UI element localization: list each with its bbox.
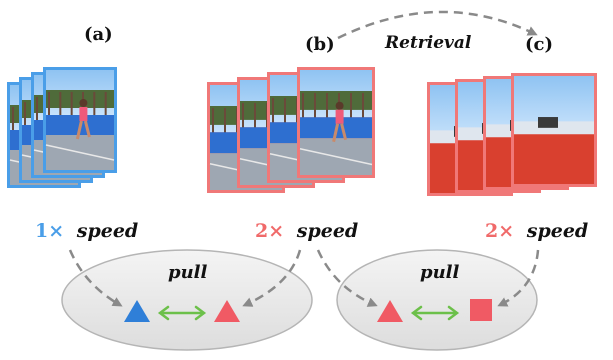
pull-label-1: pull	[168, 262, 208, 283]
retrieval-label: Retrieval	[384, 33, 472, 53]
speed-label-c: 2× speed	[485, 220, 588, 242]
speed-word-a: speed	[76, 220, 138, 242]
speed-multiplier-b: 2×	[255, 220, 284, 242]
video-frame	[511, 73, 597, 187]
speed-word-b: speed	[296, 220, 358, 242]
speed-label-a: 1× speed	[35, 220, 138, 242]
panel-b-label: (b)	[305, 34, 335, 55]
panel-c-label: (c)	[525, 34, 553, 55]
frame-stack-c	[427, 73, 597, 196]
group-2-red-triangle	[377, 300, 403, 322]
group-2-red-square	[470, 299, 492, 321]
arrow-b-to-group-2	[316, 249, 378, 307]
arrow-a-to-group-1	[68, 249, 123, 307]
pull-group-1-ellipse	[61, 249, 313, 351]
arrow-c-to-group-2	[497, 249, 540, 307]
pull-connector-1	[157, 305, 207, 321]
speed-label-b: 2× speed	[255, 220, 358, 242]
pull-label-2: pull	[420, 262, 460, 283]
frame-stack-b	[207, 67, 375, 193]
frame-stack-a	[7, 67, 117, 188]
speed-multiplier-c: 2×	[485, 220, 514, 242]
group-1-red-triangle	[214, 300, 240, 322]
speed-multiplier-a: 1×	[35, 220, 64, 242]
video-frame	[43, 67, 117, 173]
pull-connector-2	[410, 305, 460, 321]
group-1-blue-triangle	[124, 300, 150, 322]
speed-word-c: speed	[526, 220, 588, 242]
video-frame	[297, 67, 375, 178]
arrow-b-to-group-1	[242, 249, 302, 307]
panel-a-label: (a)	[84, 24, 113, 45]
pull-group-2-ellipse	[336, 249, 538, 351]
